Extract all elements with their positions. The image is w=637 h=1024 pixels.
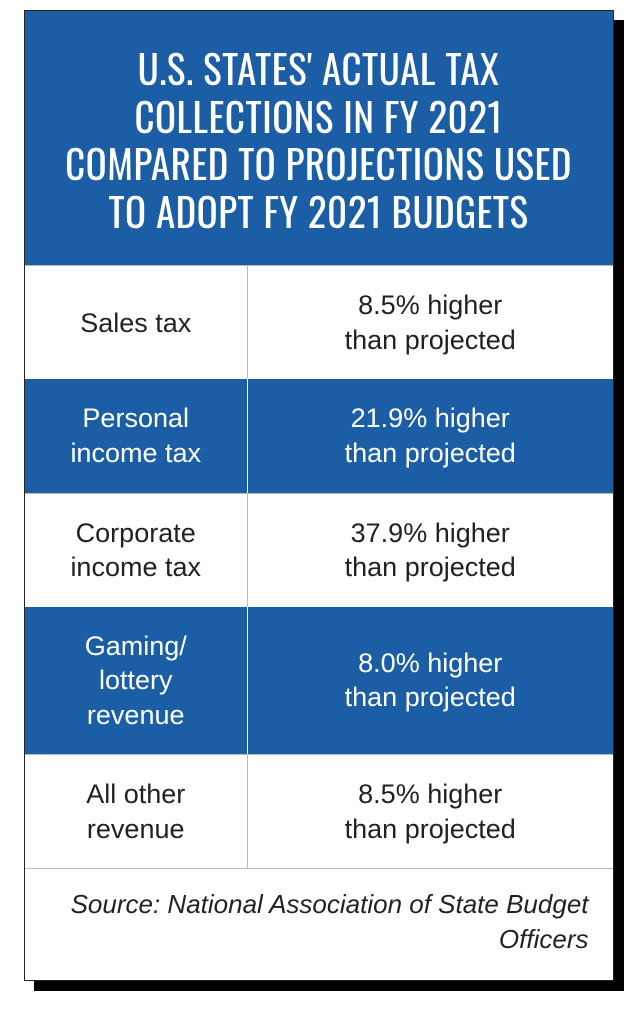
category-line: revenue xyxy=(87,812,185,847)
row-category: Corporate income tax xyxy=(25,494,248,607)
row-category: Personal income tax xyxy=(25,379,248,492)
category-line: revenue xyxy=(87,698,185,733)
row-category: Gaming/ lottery revenue xyxy=(25,607,248,755)
row-value: 37.9% higher than projected xyxy=(248,494,613,607)
row-value: 8.5% higher than projected xyxy=(248,266,613,379)
infographic-card: U.S. STATES' ACTUAL TAX COLLECTIONS IN F… xyxy=(24,10,614,981)
category-line: lottery xyxy=(99,663,173,698)
row-value: 8.5% higher than projected xyxy=(248,755,613,868)
row-category: All other revenue xyxy=(25,755,248,868)
source-citation: Source: National Association of State Bu… xyxy=(25,868,613,979)
row-value: 8.0% higher than projected xyxy=(248,607,613,755)
row-category: Sales tax xyxy=(25,266,248,379)
value-line: 8.5% higher xyxy=(358,288,502,323)
value-line: than projected xyxy=(345,323,516,358)
table-row: Personal income tax 21.9% higher than pr… xyxy=(25,379,613,492)
table-row: All other revenue 8.5% higher than proje… xyxy=(25,754,613,868)
value-line: than projected xyxy=(345,436,516,471)
value-line: than projected xyxy=(345,680,516,715)
table-row: Corporate income tax 37.9% higher than p… xyxy=(25,493,613,607)
table-row: Gaming/ lottery revenue 8.0% higher than… xyxy=(25,607,613,755)
category-line: income tax xyxy=(70,550,201,585)
category-line: Gaming/ xyxy=(85,629,187,664)
value-line: 21.9% higher xyxy=(351,401,510,436)
value-line: 8.5% higher xyxy=(358,777,502,812)
category-line: income tax xyxy=(70,436,201,471)
value-line: 37.9% higher xyxy=(351,516,510,551)
card-title: U.S. STATES' ACTUAL TAX COLLECTIONS IN F… xyxy=(25,11,613,265)
category-line: Personal xyxy=(82,401,189,436)
value-line: than projected xyxy=(345,550,516,585)
value-line: 8.0% higher xyxy=(358,646,502,681)
category-line: Sales tax xyxy=(80,306,191,341)
row-value: 21.9% higher than projected xyxy=(248,379,613,492)
category-line: Corporate xyxy=(76,516,196,551)
value-line: than projected xyxy=(345,812,516,847)
category-line: All other xyxy=(86,777,185,812)
table-row: Sales tax 8.5% higher than projected xyxy=(25,265,613,379)
